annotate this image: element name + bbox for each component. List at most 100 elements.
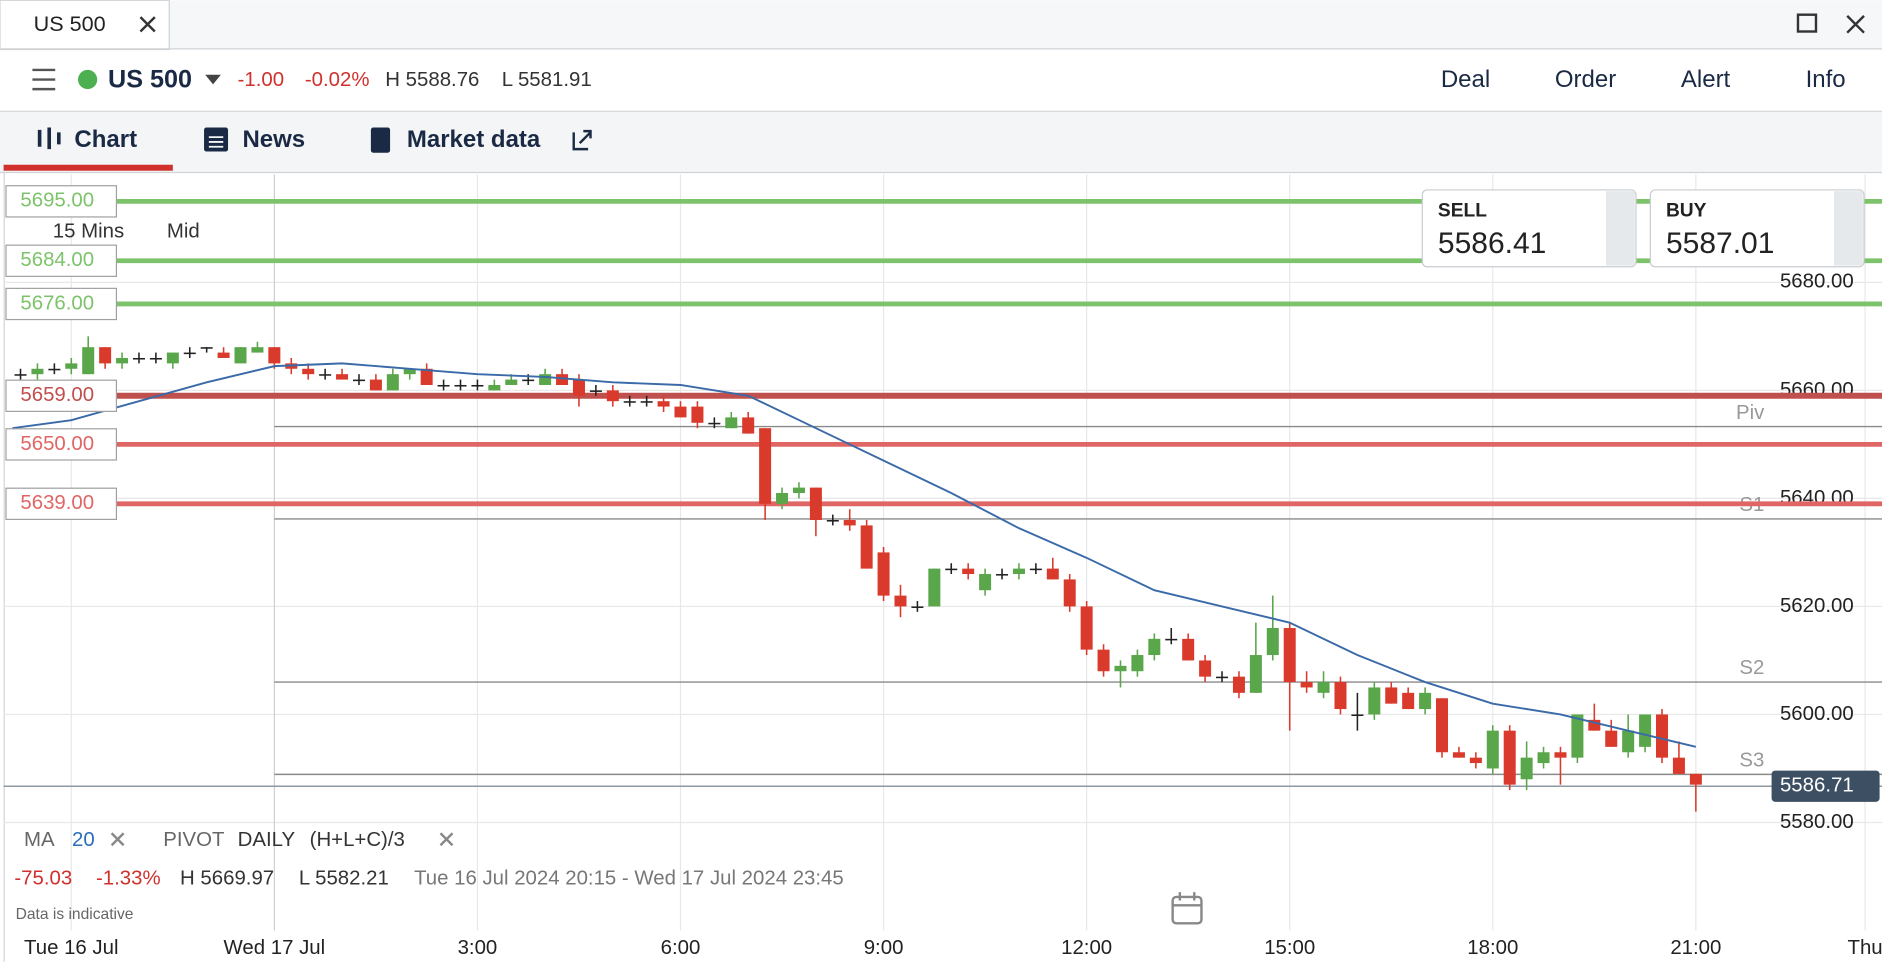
data-note: Data is indicative	[16, 906, 134, 923]
candle-body	[640, 401, 653, 403]
window-tab[interactable]	[0, 0, 170, 51]
candle-body	[437, 384, 450, 387]
level-label-box	[5, 244, 118, 277]
buy-box[interactable]	[1649, 189, 1865, 268]
market-name[interactable]: US 500	[108, 65, 192, 93]
candle-body	[99, 347, 112, 364]
x-tick-label: 18:00	[1467, 937, 1518, 959]
day-low: L 5581.91	[502, 69, 592, 91]
y-tick-label: 5620.00	[1780, 595, 1854, 617]
x-tick-label: Wed 17 Jul	[224, 937, 326, 959]
candle-body	[556, 374, 569, 385]
active-tab-indicator	[3, 164, 173, 171]
info-button[interactable]: Info	[1806, 66, 1846, 93]
sell-price: 5586.41	[1438, 227, 1546, 260]
chart-tab[interactable]: Chart	[74, 126, 137, 153]
candle-body	[82, 347, 95, 375]
market-data-tab[interactable]: Market data	[407, 126, 541, 153]
candle-body	[725, 417, 738, 429]
candle-body	[1689, 773, 1702, 785]
candle-body	[894, 595, 907, 607]
period-high: H 5669.97	[180, 867, 274, 889]
interval[interactable]: 15 Mins	[53, 220, 124, 242]
candle-body	[1012, 568, 1025, 575]
candle-body	[132, 357, 145, 360]
buy-box-side	[1833, 191, 1863, 266]
level-label-box	[5, 287, 118, 321]
x-tick-label: Tue 16 Jul	[24, 937, 118, 959]
candle-body	[48, 368, 61, 371]
candle-body	[843, 520, 856, 526]
pivot-label: S2	[1739, 657, 1764, 679]
remove-ma-icon[interactable]	[110, 832, 125, 847]
order-button[interactable]: Order	[1555, 66, 1616, 93]
candle-body	[572, 379, 585, 396]
x-tick-label: 6:00	[661, 937, 701, 959]
pivot-formula[interactable]: (H+L+C)/3	[310, 829, 405, 851]
candle-body	[1080, 606, 1093, 650]
candle-body	[1249, 655, 1262, 693]
candle-body	[674, 406, 687, 418]
period-low: L 5582.21	[299, 867, 389, 889]
level-label: 5639.00	[20, 492, 94, 514]
pivot-period[interactable]: DAILY	[238, 829, 296, 851]
market-data-icon	[370, 127, 391, 153]
candle-body	[1537, 752, 1550, 764]
candle-body	[1283, 628, 1296, 683]
remove-pivot-icon[interactable]	[439, 832, 454, 847]
candle-body	[1622, 730, 1635, 753]
news-icon	[204, 127, 229, 152]
deal-button[interactable]: Deal	[1441, 66, 1490, 93]
x-tick-label: 3:00	[458, 937, 498, 959]
candle-body	[708, 422, 721, 425]
tab-bar	[0, 111, 1882, 172]
x-tick-label: 12:00	[1061, 937, 1112, 959]
ma-period[interactable]: 20	[72, 829, 95, 851]
maximize-icon[interactable]	[1796, 13, 1818, 33]
candle-body	[369, 379, 382, 391]
menu-icon[interactable]	[32, 68, 56, 91]
candle-body	[539, 374, 552, 385]
candle-body	[1351, 714, 1364, 717]
candle-body	[1656, 714, 1669, 758]
close-window-icon[interactable]	[1846, 15, 1865, 34]
candle-body	[1554, 752, 1567, 758]
candle-body	[1605, 730, 1618, 747]
close-tab-icon[interactable]	[139, 16, 156, 33]
buy-label: BUY	[1666, 201, 1707, 222]
level-label: 5676.00	[20, 292, 94, 314]
candle-body	[1503, 730, 1516, 785]
change: -1.00	[238, 69, 284, 91]
candle-body	[234, 347, 247, 364]
candle-body	[589, 390, 602, 392]
level-label: 5650.00	[20, 433, 94, 455]
candle-body	[1114, 665, 1127, 672]
candle-body	[1046, 568, 1059, 580]
level-label-box	[5, 428, 118, 461]
current-price-label: 5586.71	[1780, 775, 1854, 797]
candle-body	[31, 368, 44, 375]
candle-body	[1334, 682, 1347, 710]
candle-body	[268, 347, 281, 364]
external-link-icon[interactable]	[572, 129, 592, 151]
candle-body	[1571, 714, 1584, 758]
calendar-icon[interactable]	[1171, 895, 1203, 925]
news-icon-lines	[208, 136, 224, 148]
candle-body	[403, 368, 416, 375]
candle-body	[1402, 692, 1415, 710]
ma-label: MA	[24, 829, 55, 851]
news-tab[interactable]: News	[242, 126, 305, 153]
candle-body	[1486, 730, 1499, 769]
period-range: Tue 16 Jul 2024 20:15 - Wed 17 Jul 2024 …	[414, 867, 844, 889]
candle-body	[14, 374, 27, 376]
sell-box[interactable]	[1421, 189, 1637, 268]
candle-body	[623, 401, 636, 403]
dropdown-icon[interactable]	[205, 74, 221, 85]
candle-body	[1199, 660, 1212, 677]
alert-button[interactable]: Alert	[1681, 66, 1731, 93]
title-bar	[0, 0, 1882, 49]
sell-label: SELL	[1438, 201, 1487, 222]
pivot-label: Piv	[1736, 402, 1765, 424]
price-type[interactable]: Mid	[167, 220, 200, 242]
candle-body	[1588, 719, 1601, 731]
